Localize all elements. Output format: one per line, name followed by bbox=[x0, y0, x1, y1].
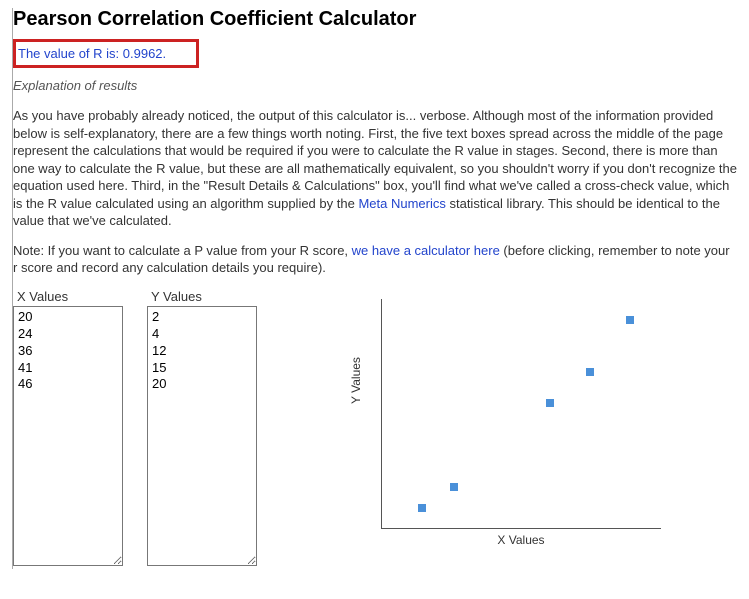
chart-plot-area bbox=[381, 299, 661, 529]
y-values-label: Y Values bbox=[147, 289, 257, 304]
scatter-point bbox=[418, 504, 426, 512]
scatter-point bbox=[586, 368, 594, 376]
y-values-column: Y Values bbox=[147, 289, 257, 566]
x-values-input[interactable] bbox=[13, 306, 123, 566]
meta-numerics-link[interactable]: Meta Numerics bbox=[358, 196, 445, 211]
para2-text-a: Note: If you want to calculate a P value… bbox=[13, 243, 352, 258]
result-highlight-box: The value of R is: 0.9962. bbox=[13, 39, 199, 68]
scatter-point bbox=[626, 316, 634, 324]
y-values-input[interactable] bbox=[147, 306, 257, 566]
chart-y-axis-label: Y Values bbox=[349, 357, 363, 404]
scatter-point bbox=[546, 399, 554, 407]
explanation-paragraph-1: As you have probably already noticed, th… bbox=[13, 107, 737, 230]
p-value-calculator-link[interactable]: we have a calculator here bbox=[352, 243, 500, 258]
explanation-heading: Explanation of results bbox=[13, 78, 737, 93]
scatter-point bbox=[450, 483, 458, 491]
scatter-chart: Y Values X Values bbox=[341, 289, 681, 569]
explanation-paragraph-2: Note: If you want to calculate a P value… bbox=[13, 242, 737, 277]
page-title: Pearson Correlation Coefficient Calculat… bbox=[13, 8, 737, 31]
x-values-column: X Values bbox=[13, 289, 123, 566]
r-value-text: The value of R is: 0.9962. bbox=[18, 46, 166, 61]
inputs-row: X Values Y Values Y Values X Values bbox=[13, 289, 737, 569]
chart-x-axis-label: X Values bbox=[381, 533, 661, 547]
x-values-label: X Values bbox=[13, 289, 123, 304]
